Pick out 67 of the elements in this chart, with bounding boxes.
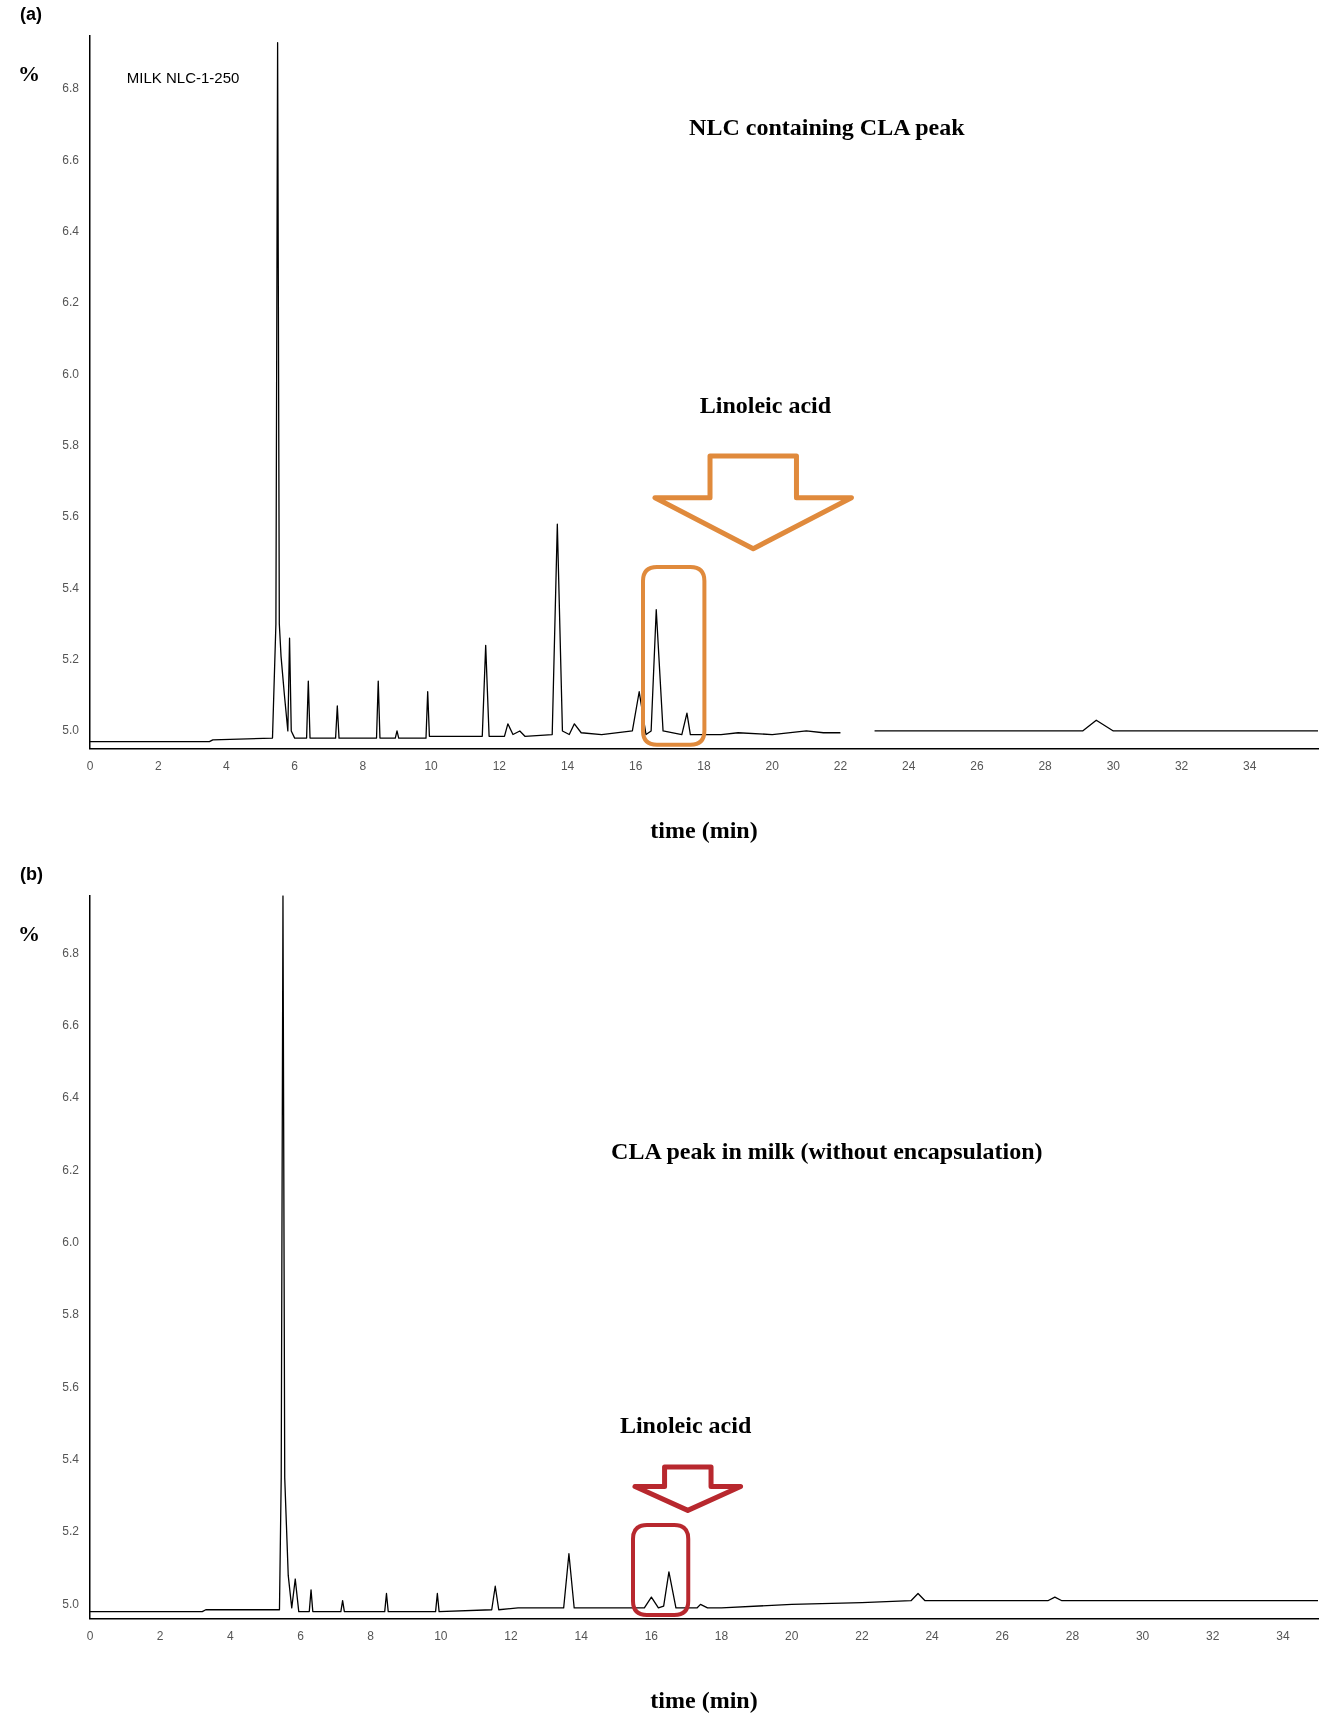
x-tick-label: 26: [970, 759, 984, 774]
y-tick-label: 6.6: [62, 152, 80, 167]
x-tick-label: 12: [504, 1629, 519, 1644]
x-tick-label: 18: [697, 759, 711, 774]
x-tick-label: 10: [434, 1629, 448, 1644]
y-tick-label: 5.4: [62, 580, 80, 595]
annotation: CLA peak in milk (without encapsulation): [611, 1137, 1043, 1164]
x-tick-label: 10: [424, 759, 439, 774]
x-tick-label: 16: [629, 759, 643, 774]
x-axis-title: time (min): [650, 1686, 758, 1713]
y-tick-label: 6.8: [62, 945, 80, 960]
chart-title: (b): [20, 863, 43, 884]
y-tick-label: 6.6: [62, 1018, 80, 1033]
y-tick-label: 5.8: [62, 438, 80, 452]
x-tick-label: 30: [1106, 759, 1121, 774]
x-tick-label: 20: [785, 1629, 799, 1644]
annotation: Linoleic acid: [699, 391, 832, 418]
x-tick-label: 12: [492, 759, 507, 774]
x-tick-label: 18: [714, 1629, 729, 1644]
x-tick-label: 0: [86, 759, 94, 774]
x-tick-label: 24: [901, 759, 916, 774]
x-tick-label: 22: [833, 759, 848, 774]
annotation: Linoleic acid: [619, 1412, 752, 1439]
x-tick-label: 4: [223, 759, 231, 774]
x-tick-label: 6: [297, 1629, 305, 1644]
y-tick-label: 5.6: [62, 509, 80, 524]
y-tick-label: 6.8: [62, 81, 80, 96]
y-tick-label: 6.0: [62, 1235, 80, 1250]
x-tick-label: 16: [644, 1629, 659, 1644]
y-tick-label: 6.2: [62, 1162, 80, 1177]
x-tick-label: 22: [855, 1629, 869, 1644]
y-axis-title: %: [18, 61, 40, 87]
x-tick-label: 32: [1174, 759, 1189, 774]
x-axis-title: time (min): [650, 816, 758, 843]
chart-title: (a): [20, 3, 42, 24]
x-tick-label: 14: [574, 1629, 589, 1644]
x-tick-label: 34: [1276, 1629, 1290, 1644]
y-tick-label: 6.4: [62, 224, 80, 239]
y-axis-title: %: [18, 921, 40, 947]
y-tick-label: 6.4: [62, 1090, 80, 1105]
x-tick-label: 30: [1135, 1629, 1150, 1644]
y-tick-label: 5.2: [62, 1524, 80, 1539]
x-tick-label: 8: [367, 1629, 375, 1644]
x-tick-label: 4: [227, 1629, 234, 1644]
y-tick-label: 6.2: [62, 295, 80, 310]
y-tick-label: 6.0: [62, 366, 80, 381]
x-tick-label: 28: [1065, 1629, 1080, 1644]
y-tick-label: 5.0: [62, 1596, 80, 1611]
x-tick-label: 14: [560, 759, 575, 774]
x-tick-label: 2: [154, 759, 162, 774]
y-tick-label: 5.4: [62, 1452, 80, 1467]
x-tick-label: 24: [925, 1629, 940, 1644]
annotation: NLC containing CLA peak: [689, 113, 966, 140]
y-tick-label: 5.6: [62, 1379, 80, 1394]
x-tick-label: 2: [156, 1629, 164, 1644]
x-tick-label: 20: [765, 759, 780, 774]
annotation: MILK NLC-1-250: [126, 68, 240, 86]
x-tick-label: 28: [1038, 759, 1053, 774]
y-tick-label: 5.0: [62, 723, 80, 738]
x-tick-label: 8: [359, 759, 367, 774]
y-tick-label: 5.2: [62, 651, 80, 666]
x-tick-label: 26: [995, 1629, 1010, 1644]
x-tick-label: 6: [291, 759, 299, 774]
x-tick-label: 0: [86, 1629, 94, 1644]
x-tick-label: 32: [1206, 1629, 1220, 1644]
x-tick-label: 34: [1243, 759, 1257, 774]
y-tick-label: 5.8: [62, 1307, 80, 1322]
